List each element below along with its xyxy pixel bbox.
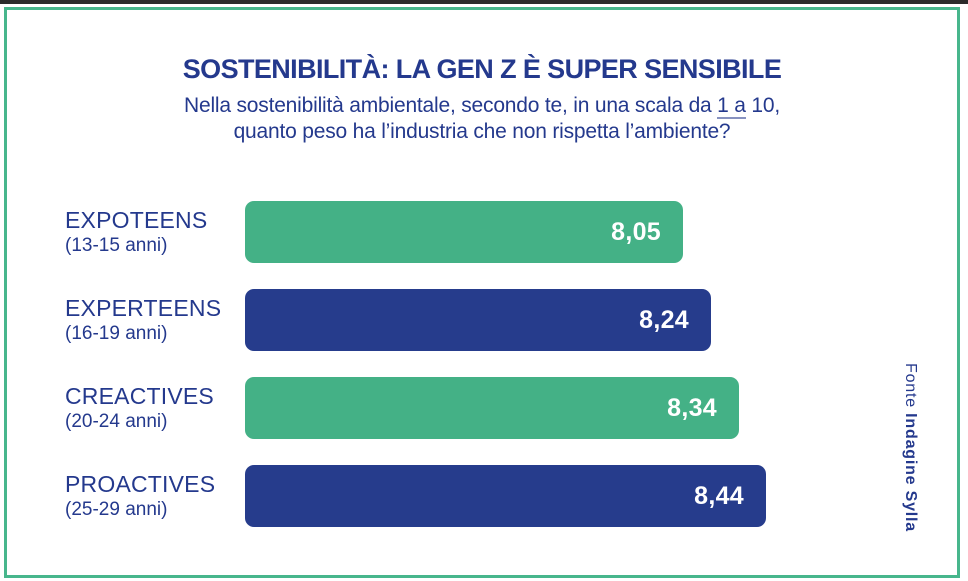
category-age-range: (16-19 anni) (65, 323, 168, 345)
bar-expoteens: 8,05 (245, 201, 683, 263)
category-name: CREACTIVES (65, 382, 214, 409)
bar-chart: EXPOTEENS (13-15 anni) 8,05 EXPERTEENS (16-1… (7, 201, 957, 553)
category-age-range: (13-15 anni) (65, 235, 168, 257)
page-title: SOSTENIBILITÀ: LA GEN Z È SUPER SENSIBIL… (182, 54, 782, 84)
chart-row: CREACTIVES (20-24 anni) 8,34 (7, 377, 957, 439)
bar-creactives: 8,34 (245, 377, 739, 439)
bar-proactives: 8,44 (245, 465, 766, 527)
category-name: EXPERTEENS (65, 294, 222, 321)
chart-row: PROACTIVES (25-29 anni) 8,44 (7, 465, 957, 527)
category-name: PROACTIVES (65, 470, 216, 497)
subtitle-line1-pre: Nella sostenibilità ambientale, secondo … (184, 94, 718, 117)
chart-subtitle: Nella sostenibilità ambientale, secondo … (7, 93, 957, 145)
subtitle-underlined-text: 1 a (717, 94, 746, 119)
subtitle-line2: quanto peso ha l’industria che non rispe… (233, 120, 731, 143)
category-label: EXPERTEENS (16-19 anni) (65, 295, 221, 345)
chart-row: EXPOTEENS (13-15 anni) 8,05 (7, 201, 957, 263)
category-label: CREACTIVES (20-24 anni) (65, 383, 214, 433)
source-prefix: Fonte (902, 363, 919, 414)
chart-card: SOSTENIBILITÀ: LA GEN Z È SUPER SENSIBIL… (4, 7, 960, 578)
category-age-range: (25-29 anni) (65, 499, 168, 521)
bar-experteens: 8,24 (245, 289, 711, 351)
source-name: Indagine Sylla (902, 413, 919, 532)
top-border-strip (0, 0, 968, 4)
category-name: EXPOTEENS (65, 206, 208, 233)
bar-value: 8,24 (639, 305, 689, 334)
bar-value: 8,05 (611, 217, 661, 246)
chart-row: EXPERTEENS (16-19 anni) 8,24 (7, 289, 957, 351)
subtitle-line1-post: 10, (745, 94, 780, 117)
bar-value: 8,34 (667, 393, 717, 422)
source-note: Fonte Indagine Sylla (901, 363, 919, 563)
bar-value: 8,44 (694, 481, 744, 510)
category-label: EXPOTEENS (13-15 anni) (65, 207, 207, 257)
chart-header: SOSTENIBILITÀ: LA GEN Z È SUPER SENSIBIL… (7, 54, 957, 145)
category-label: PROACTIVES (25-29 anni) (65, 471, 215, 521)
category-age-range: (20-24 anni) (65, 411, 168, 433)
